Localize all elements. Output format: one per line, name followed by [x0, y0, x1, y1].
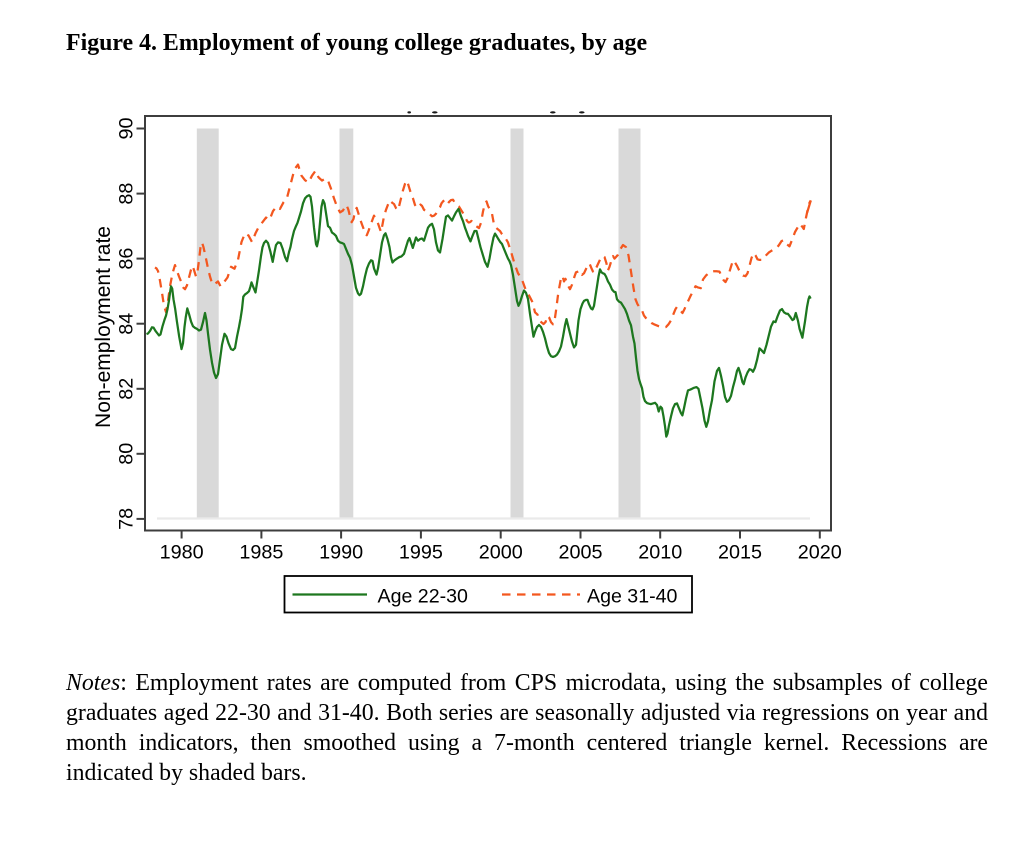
- svg-text:78: 78: [115, 508, 137, 530]
- svg-text:82: 82: [115, 378, 137, 400]
- svg-text:2015: 2015: [718, 541, 762, 563]
- svg-text:2000: 2000: [479, 541, 523, 563]
- svg-text:80: 80: [115, 443, 137, 465]
- svg-text:Non-employment rate: Non-employment rate: [92, 226, 115, 428]
- svg-text:Age 31-40: Age 31-40: [587, 585, 678, 607]
- svg-text:2005: 2005: [558, 541, 602, 563]
- svg-text:1990: 1990: [319, 541, 363, 563]
- svg-text:Age 22-30: Age 22-30: [378, 585, 469, 607]
- svg-text:90: 90: [115, 117, 137, 139]
- svg-text:2010: 2010: [638, 541, 682, 563]
- svg-text:86: 86: [115, 248, 137, 270]
- svg-text:88: 88: [115, 183, 137, 205]
- svg-text:2020: 2020: [798, 541, 842, 563]
- svg-text:1985: 1985: [239, 541, 283, 563]
- svg-text:84: 84: [115, 313, 137, 335]
- svg-text:1980: 1980: [160, 541, 204, 563]
- svg-text:1995: 1995: [399, 541, 443, 563]
